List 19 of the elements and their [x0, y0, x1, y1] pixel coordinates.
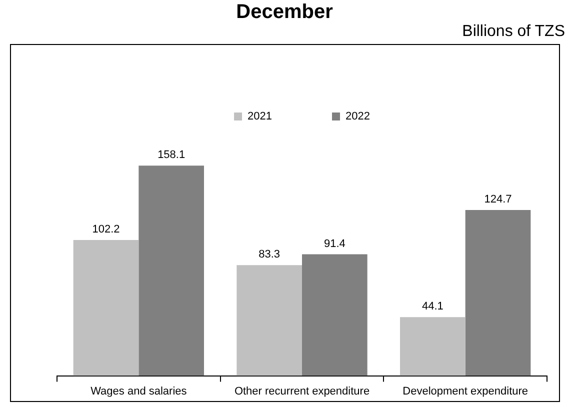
data-label: 83.3 — [258, 248, 280, 261]
bar — [73, 240, 139, 376]
chart-title: December — [235, 0, 334, 24]
bar — [236, 265, 302, 376]
data-label: 91.4 — [324, 238, 346, 250]
chart-subtitle: Billions of TZS — [462, 22, 565, 42]
data-label: 44.1 — [422, 300, 444, 313]
legend-label: 2022 — [346, 110, 370, 123]
data-label: 124.7 — [484, 194, 512, 206]
bar — [138, 166, 204, 376]
bar — [400, 317, 466, 376]
legend-label: 2021 — [248, 110, 272, 123]
data-label: 158.1 — [158, 149, 186, 162]
x-tick-label: Other recurrent expenditure — [234, 385, 370, 398]
x-tick-label: Development expenditure — [402, 385, 528, 398]
x-tick-label: Wages and salaries — [90, 385, 188, 398]
bar — [302, 254, 368, 376]
bar — [465, 210, 531, 376]
data-label: 102.2 — [92, 223, 120, 236]
